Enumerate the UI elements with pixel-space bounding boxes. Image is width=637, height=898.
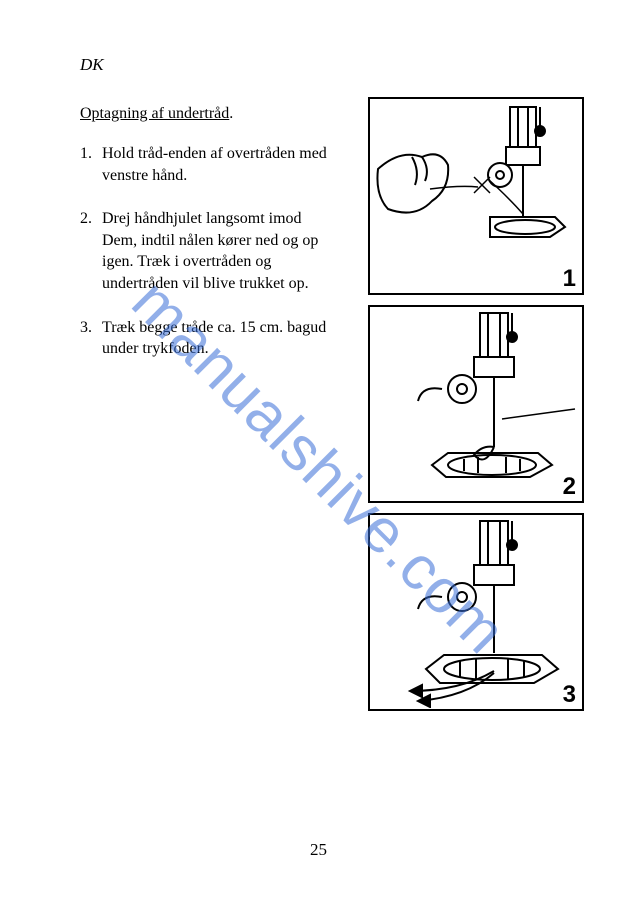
- figure-label: 3: [563, 681, 576, 709]
- figure-2: 2: [368, 305, 584, 503]
- section-heading: Optagning af undertråd.: [80, 105, 340, 123]
- heading-tail: .: [229, 105, 233, 122]
- step-text: Hold tråd-enden af overtråden med venstr…: [102, 143, 340, 186]
- text-column: Optagning af undertråd. 1. Hold tråd-end…: [80, 105, 340, 711]
- figure-column: 1: [368, 97, 584, 711]
- step-number: 3.: [80, 317, 102, 360]
- language-code: DK: [80, 55, 587, 75]
- sewing-diagram-icon: [370, 307, 581, 500]
- figure-label: 2: [563, 473, 576, 501]
- figure-1: 1: [368, 97, 584, 295]
- heading-underlined: Optagning af undertråd: [80, 105, 229, 122]
- step-number: 1.: [80, 143, 102, 186]
- page-number: 25: [0, 840, 637, 860]
- sewing-diagram-icon: [370, 515, 581, 708]
- figure-label: 1: [563, 265, 576, 293]
- list-item: 2. Drej håndhjulet langsomt imod Dem, in…: [80, 208, 340, 294]
- sewing-diagram-icon: [370, 99, 581, 292]
- steps-list: 1. Hold tråd-enden af overtråden med ven…: [80, 143, 340, 360]
- content-row: Optagning af undertråd. 1. Hold tråd-end…: [80, 105, 587, 711]
- step-number: 2.: [80, 208, 102, 294]
- figure-3: 3: [368, 513, 584, 711]
- list-item: 3. Træk begge tråde ca. 15 cm. bagud und…: [80, 317, 340, 360]
- step-text: Træk begge tråde ca. 15 cm. bagud under …: [102, 317, 340, 360]
- step-text: Drej håndhjulet langsomt imod Dem, indti…: [102, 208, 340, 294]
- list-item: 1. Hold tråd-enden af overtråden med ven…: [80, 143, 340, 186]
